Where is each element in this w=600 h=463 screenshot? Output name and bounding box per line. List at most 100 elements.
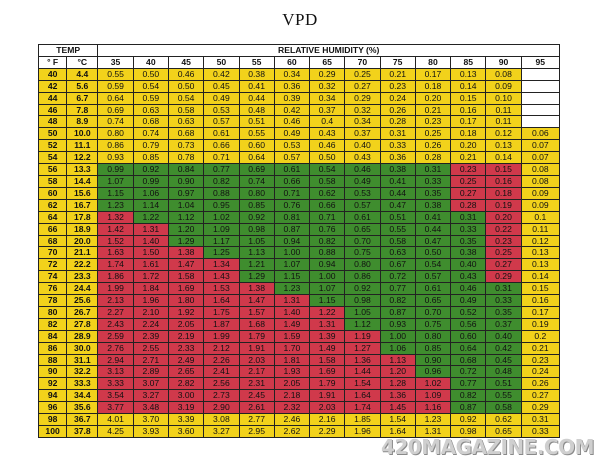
vpd-cell: 0.21 — [379, 67, 416, 81]
table-row: 50 10.0 0.80 0.74 0.68 0.61 0.55 0.49 0.43 0.37 0.… — [37, 127, 561, 141]
vpd-cell: 0.38 — [238, 67, 275, 81]
vpd-cell: 2.32 — [273, 401, 311, 415]
vpd-cell: 0.15 — [450, 91, 487, 105]
vpd-cell: 1.54 — [344, 377, 381, 391]
table-row: 58 14.4 1.07 0.99 0.90 0.82 0.74 0.66 0.58 0.49 0.… — [37, 174, 561, 188]
vpd-cell: 0.52 — [450, 305, 487, 319]
vpd-cell: 3.00 — [167, 389, 205, 403]
vpd-cell: 0.80 — [97, 127, 134, 141]
vpd-cell: 0.18 — [450, 127, 487, 141]
vpd-cell: 0.1 — [520, 210, 561, 224]
vpd-cell: 0.94 — [273, 234, 311, 248]
vpd-cell: 2.03 — [238, 353, 275, 367]
vpd-cell: 0.26 — [520, 377, 561, 391]
chart-title: VPD — [282, 10, 318, 29]
vpd-cell: 0.55 — [238, 127, 275, 141]
vpd-cell: 0.44 — [238, 91, 275, 105]
table-row: 66 18.9 1.42 1.31 1.20 1.09 0.98 0.87 0.76 0.65 0.… — [37, 222, 561, 236]
vpd-cell: 0.46 — [273, 115, 311, 129]
vpd-cell: 0.66 — [203, 139, 240, 153]
vpd-cell: 0.18 — [414, 79, 452, 93]
vpd-cell: 0.61 — [203, 127, 240, 141]
vpd-cell: 4.01 — [97, 413, 134, 426]
vpd-cell: 0.49 — [203, 91, 240, 105]
vpd-cell: 1.79 — [309, 377, 346, 391]
vpd-cell: 1.68 — [238, 317, 275, 331]
vpd-cell — [520, 103, 561, 117]
vpd-cell: 0.47 — [379, 198, 416, 212]
vpd-cell: 0.60 — [450, 329, 487, 343]
temp-c-cell: 27.8 — [66, 317, 99, 331]
vpd-cell: 0.13 — [485, 139, 522, 153]
vpd-cell: 0.27 — [520, 389, 561, 403]
table-row: 62 16.7 1.23 1.14 1.04 0.95 0.85 0.76 0.66 0.57 0.… — [37, 198, 561, 212]
temp-c-cell: 26.7 — [66, 305, 99, 319]
table-row: 74 23.3 1.86 1.72 1.58 1.43 1.29 1.15 1.00 0.86 0.… — [37, 270, 561, 284]
vpd-cell: 1.92 — [167, 305, 205, 319]
vpd-cell: 1.99 — [203, 329, 240, 343]
temp-f-cell: 52 — [37, 139, 68, 153]
table-row: 54 12.2 0.93 0.85 0.78 0.71 0.64 0.57 0.50 0.43 0.… — [37, 151, 561, 165]
vpd-cell: 2.03 — [309, 401, 346, 415]
vpd-cell: 2.26 — [203, 353, 240, 367]
vpd-cell: 1.45 — [379, 401, 416, 415]
vpd-cell: 0.46 — [309, 139, 346, 153]
vpd-cell: 0.17 — [520, 305, 561, 319]
vpd-cell: 0.57 — [273, 151, 311, 165]
vpd-cell: 0.93 — [97, 151, 134, 165]
vpd-cell: 0.35 — [450, 234, 487, 248]
vpd-cell — [520, 91, 561, 105]
vpd-cell: 1.23 — [273, 282, 311, 296]
vpd-cell: 0.66 — [309, 198, 346, 212]
vpd-cell: 0.51 — [379, 210, 416, 224]
vpd-cell: 0.40 — [344, 139, 381, 153]
vpd-cell: 1.53 — [203, 282, 240, 296]
temp-c-cell: 23.3 — [66, 270, 99, 284]
vpd-cell: 0.96 — [414, 365, 452, 379]
vpd-cell: 0.16 — [520, 294, 561, 307]
vpd-cell: 0.80 — [344, 258, 381, 272]
vpd-cell: 1.40 — [273, 305, 311, 319]
vpd-cell: 0.79 — [132, 139, 169, 153]
vpd-cell: 0.77 — [379, 282, 416, 296]
vpd-cell: 0.76 — [309, 222, 346, 236]
vpd-cell: 0.98 — [238, 222, 275, 236]
vpd-cell: 1.86 — [97, 270, 134, 284]
table-row: 84 28.9 2.59 2.39 2.19 1.99 1.79 1.59 1.39 1.19 1.… — [37, 329, 561, 343]
vpd-cell: 1.15 — [309, 294, 346, 307]
vpd-cell: 0.45 — [485, 353, 522, 367]
vpd-cell: 0.19 — [485, 198, 522, 212]
temp-c-cell: 17.8 — [66, 210, 99, 224]
vpd-cell: 2.90 — [203, 401, 240, 415]
vpd-cell: 0.15 — [520, 282, 561, 296]
vpd-cell: 0.24 — [520, 365, 561, 379]
vpd-cell: 0.44 — [379, 186, 416, 200]
vpd-cell: 2.43 — [97, 317, 134, 331]
vpd-cell: 0.07 — [520, 151, 561, 165]
temp-c-cell: 31.1 — [66, 353, 99, 367]
vpd-cell: 0.17 — [450, 115, 487, 129]
table-row: 88 31.1 2.94 2.71 2.49 2.26 2.03 1.81 1.58 1.36 1.… — [37, 353, 561, 367]
table-row: 78 25.6 2.13 1.96 1.80 1.64 1.47 1.31 1.15 0.98 0.… — [37, 294, 561, 307]
humidity-column-header: 40 — [132, 55, 169, 69]
vpd-cell: 0.20 — [485, 210, 522, 224]
temp-c-cell: 13.3 — [66, 163, 99, 176]
vpd-cell: 0.49 — [450, 294, 487, 307]
vpd-cell: 1.96 — [344, 425, 381, 438]
vpd-cell: 1.25 — [203, 246, 240, 260]
vpd-cell: 1.13 — [238, 246, 275, 260]
vpd-cell: 1.05 — [344, 305, 381, 319]
vpd-cell: 0.21 — [520, 341, 561, 355]
vpd-cell — [520, 79, 561, 93]
table-row: 46 7.8 0.69 0.63 0.58 0.53 0.48 0.42 0.37 0.32 0.2… — [37, 103, 561, 117]
temp-f-cell: 94 — [37, 389, 68, 403]
vpd-cell: 0.31 — [520, 413, 561, 426]
vpd-cell: 0.15 — [485, 163, 522, 176]
table-row: 70 21.1 1.63 1.50 1.38 1.25 1.13 1.00 0.88 0.75 0.… — [37, 246, 561, 260]
vpd-cell: 1.36 — [344, 353, 381, 367]
vpd-cell: 0.70 — [414, 305, 452, 319]
vpd-cell: 0.37 — [485, 317, 522, 331]
vpd-cell: 1.80 — [167, 294, 205, 307]
vpd-cell: 1.87 — [203, 317, 240, 331]
vpd-cell: 1.59 — [273, 329, 311, 343]
